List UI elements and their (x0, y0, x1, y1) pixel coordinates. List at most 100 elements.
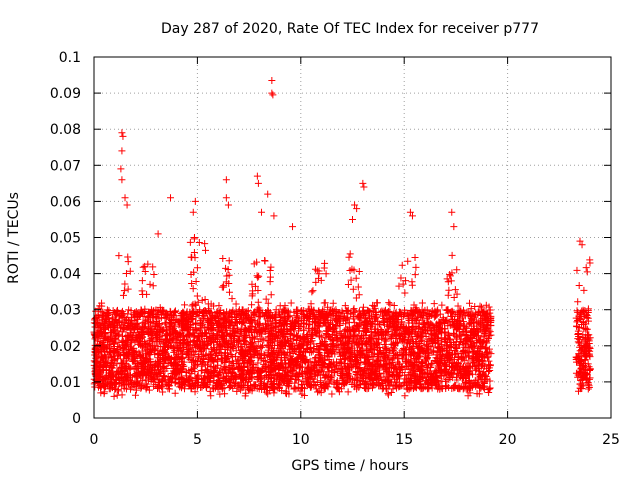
data-point (359, 303, 367, 311)
data-point (470, 358, 478, 366)
data-point (320, 264, 328, 272)
data-point (445, 318, 453, 326)
data-point (438, 301, 446, 309)
data-point (445, 286, 453, 294)
data-point (201, 246, 209, 254)
data-point (266, 273, 274, 281)
data-point (486, 328, 494, 336)
data-point (225, 280, 233, 288)
data-point (161, 319, 169, 327)
data-point (126, 267, 134, 275)
data-point (411, 254, 419, 262)
data-point (146, 280, 154, 288)
data-point (225, 288, 233, 296)
data-point (159, 388, 167, 396)
data-point (116, 364, 124, 372)
data-point (150, 270, 158, 278)
data-point (254, 359, 262, 367)
data-point (241, 392, 249, 400)
data-point (366, 314, 374, 322)
data-point (475, 319, 483, 327)
data-point (406, 371, 414, 379)
data-point (124, 258, 132, 266)
data-point (320, 299, 328, 307)
data-point (443, 275, 451, 283)
data-point (309, 287, 317, 295)
data-point (329, 299, 337, 307)
chart-title: Day 287 of 2020, Rate Of TEC Index for r… (161, 21, 539, 37)
data-point (149, 282, 157, 290)
data-point (386, 300, 394, 308)
data-point (267, 263, 275, 271)
data-point (300, 326, 308, 334)
data-point (411, 271, 419, 279)
data-point (349, 285, 357, 293)
data-point (354, 283, 362, 291)
data-point (312, 353, 320, 361)
data-point (141, 267, 149, 275)
data-point (418, 299, 426, 307)
data-point (299, 377, 307, 385)
data-point (454, 302, 462, 310)
data-point (219, 254, 227, 262)
data-point (190, 249, 198, 257)
data-point (139, 263, 147, 271)
data-point (118, 391, 126, 399)
data-point (486, 361, 494, 369)
data-point (398, 261, 406, 269)
data-point (453, 266, 461, 274)
data-point (171, 389, 179, 397)
data-point (192, 277, 200, 285)
data-point (425, 385, 433, 393)
data-point (255, 272, 263, 280)
data-point (188, 302, 196, 310)
data-point (121, 280, 129, 288)
data-point (448, 251, 456, 259)
data-point (228, 295, 236, 303)
data-point (140, 338, 148, 346)
data-point (267, 291, 275, 299)
data-point (115, 252, 123, 260)
data-point (487, 350, 495, 358)
data-point (412, 263, 420, 271)
data-point (401, 289, 409, 297)
data-point (346, 250, 354, 258)
data-point (397, 274, 405, 282)
data-point (115, 350, 123, 358)
data-point (254, 298, 262, 306)
data-point (131, 391, 139, 399)
data-point (322, 270, 330, 278)
data-point (261, 257, 269, 265)
data-point (225, 257, 233, 265)
data-point (328, 390, 336, 398)
data-point (187, 270, 195, 278)
data-point (258, 344, 266, 352)
data-point (459, 314, 467, 322)
data-point (139, 290, 147, 298)
data-point (138, 287, 146, 295)
data-point (193, 292, 201, 300)
data-point (187, 253, 195, 261)
data-point (276, 302, 284, 310)
data-point (352, 274, 360, 282)
data-point (451, 286, 459, 294)
data-point (110, 392, 118, 400)
data-point (119, 291, 127, 299)
data-point (254, 273, 262, 281)
data-point (181, 301, 189, 309)
data-point (207, 392, 215, 400)
data-point (466, 299, 474, 307)
data-point (232, 300, 240, 308)
data-point (197, 367, 205, 375)
data-point (193, 264, 201, 272)
data-point (248, 301, 256, 309)
data-point (465, 384, 473, 392)
data-point (450, 293, 458, 301)
data-point (355, 267, 363, 275)
data-point (308, 288, 316, 296)
data-point (138, 277, 146, 285)
data-point (195, 238, 203, 246)
data-point (100, 388, 108, 396)
data-points (90, 76, 594, 400)
data-point (186, 238, 194, 246)
